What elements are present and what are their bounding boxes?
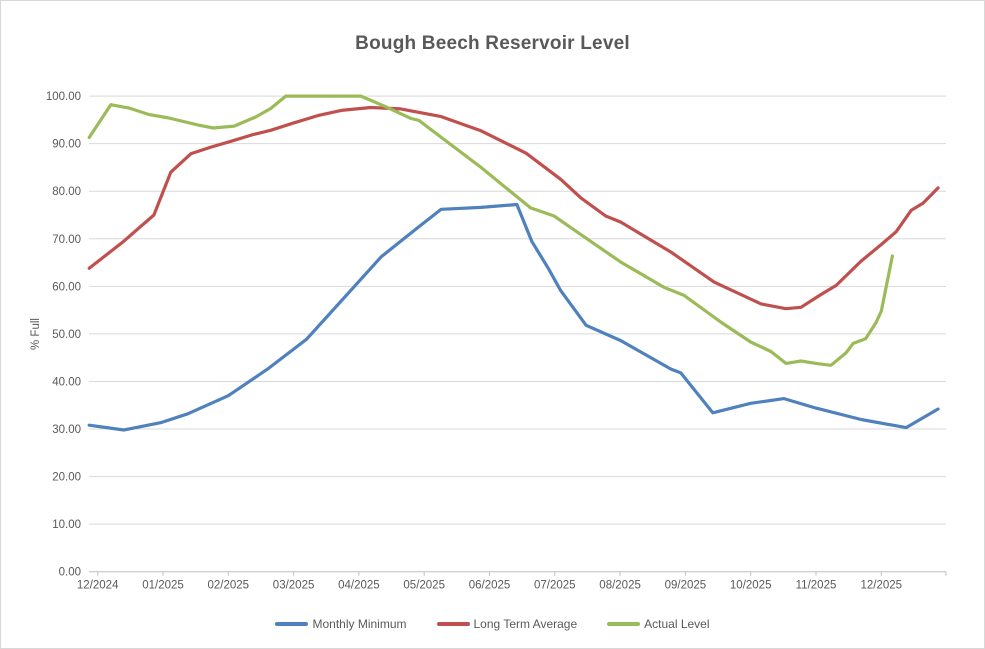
x-tick-label: 05/2025 <box>403 580 445 592</box>
y-tick-label: 0.00 <box>59 567 81 579</box>
legend-swatch <box>275 622 309 626</box>
y-tick-label: 70.00 <box>52 234 81 246</box>
x-tick-label: 02/2025 <box>208 580 250 592</box>
y-tick-label: 60.00 <box>52 281 81 293</box>
x-tick-label: 01/2025 <box>142 580 184 592</box>
y-tick-label: 40.00 <box>52 376 81 388</box>
series-line-monthly-minimum <box>87 202 940 432</box>
x-tick-label: 04/2025 <box>338 580 380 592</box>
y-tick-label: 80.00 <box>52 186 81 198</box>
x-tick-label: 12/2024 <box>77 580 119 592</box>
y-tick-label: 50.00 <box>52 329 81 341</box>
y-tick-label: 30.00 <box>52 424 81 436</box>
legend-item-long-term-average: Long Term Average <box>436 617 578 631</box>
series-line-actual-level <box>87 94 895 367</box>
x-tick-label: 06/2025 <box>469 580 511 592</box>
x-tick-label: 07/2025 <box>534 580 576 592</box>
legend-label: Monthly Minimum <box>312 617 407 631</box>
x-tick-label: 08/2025 <box>599 580 641 592</box>
x-tick-label: 09/2025 <box>665 580 707 592</box>
y-tick-label: 100.00 <box>46 91 81 103</box>
legend-item-monthly-minimum: Monthly Minimum <box>275 617 407 631</box>
series-line-long-term-average <box>87 105 940 311</box>
legend: Monthly Minimum Long Term Average Actual L… <box>1 617 984 631</box>
y-tick-label: 20.00 <box>52 472 81 484</box>
x-tick-label: 10/2025 <box>730 580 772 592</box>
legend-item-actual-level: Actual Level <box>607 617 710 631</box>
y-tick-label: 10.00 <box>52 519 81 531</box>
x-tick-label: 11/2025 <box>796 580 837 592</box>
y-axis-title: % Full <box>30 318 42 350</box>
chart-title: Bough Beech Reservoir Level <box>355 33 630 54</box>
x-tick-label: 03/2025 <box>273 580 315 592</box>
y-tick-label: 90.00 <box>52 139 81 151</box>
legend-label: Long Term Average <box>473 617 578 631</box>
legend-swatch <box>607 622 641 626</box>
x-tick-label: 12/2025 <box>861 580 903 592</box>
legend-label: Actual Level <box>644 617 710 631</box>
legend-swatch <box>436 622 470 626</box>
